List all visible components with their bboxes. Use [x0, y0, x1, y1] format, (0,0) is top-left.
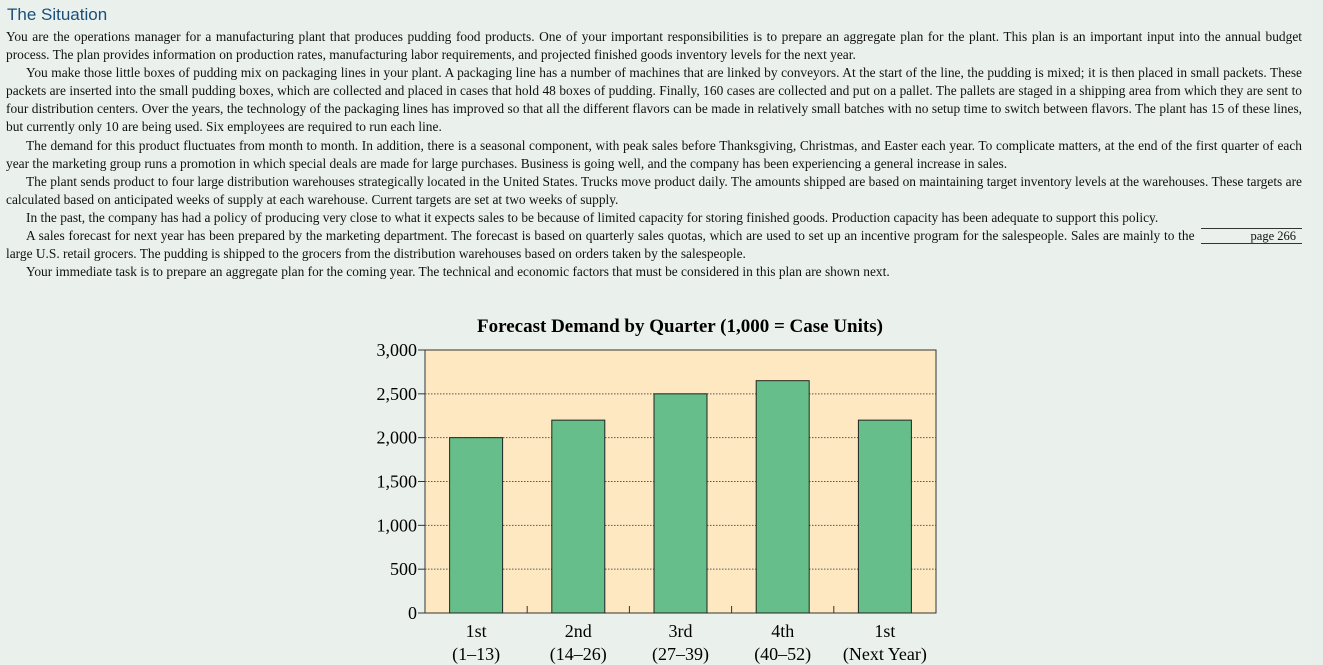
paragraph-4: The plant sends product to four large di…: [6, 173, 1302, 207]
page-reference: page 266: [1200, 228, 1302, 245]
x-tick-label: 3rd: [669, 621, 693, 641]
chart-title: Forecast Demand by Quarter (1,000 = Case…: [477, 316, 883, 337]
bar: [653, 393, 708, 614]
paragraph-6: page 266 A sales forecast for next year h…: [6, 227, 1302, 263]
x-axis: 1st (1–13) 2nd (14–26) 3rd (27–39) 4th (40–52) 1…: [452, 606, 927, 665]
paragraph-2: You make those little boxes of pudding m…: [6, 65, 1302, 135]
paragraph-5: In the past, the company has had a polic…: [26, 209, 1159, 225]
bar: [551, 419, 606, 614]
y-tick-label: 2,500: [377, 384, 418, 404]
section-heading: The Situation: [7, 5, 108, 24]
bars: [449, 380, 912, 614]
y-tick-label: 1,500: [377, 472, 418, 492]
forecast-demand-chart: Forecast Demand by Quarter (1,000 = Case…: [377, 316, 937, 665]
y-axis: 0 500 1,000 1,500 2,000 2,500 3,000: [377, 340, 425, 623]
bar: [755, 380, 810, 614]
y-tick-label: 1,000: [377, 515, 418, 535]
x-tick-label: 4th: [771, 621, 794, 641]
bar: [449, 437, 504, 614]
y-tick-label: 500: [390, 559, 417, 579]
y-tick-label: 0: [408, 603, 417, 623]
paragraph-1: You are the operations manager for a man…: [6, 29, 1302, 63]
x-tick-label: (14–26): [550, 644, 607, 665]
bar: [857, 419, 912, 614]
x-tick-label: 2nd: [565, 621, 592, 641]
y-tick-label: 3,000: [377, 340, 418, 360]
x-tick-label: 1st: [466, 621, 487, 641]
y-tick-label: 2,000: [377, 428, 418, 448]
x-tick-label: (27–39): [652, 644, 709, 665]
x-tick-label: (40–52): [754, 644, 811, 665]
body-text: You are the operations manager for a man…: [6, 28, 1302, 281]
paragraph-7: Your immediate task is to prepare an agg…: [26, 264, 890, 280]
paragraph-3: The demand for this product fluctuates f…: [6, 137, 1302, 171]
x-tick-label: (1–13): [452, 644, 500, 665]
x-tick-label: 1st: [874, 621, 895, 641]
x-tick-label: (Next Year): [843, 644, 927, 665]
paragraph-6-text: A sales forecast for next year has been …: [6, 228, 1195, 262]
